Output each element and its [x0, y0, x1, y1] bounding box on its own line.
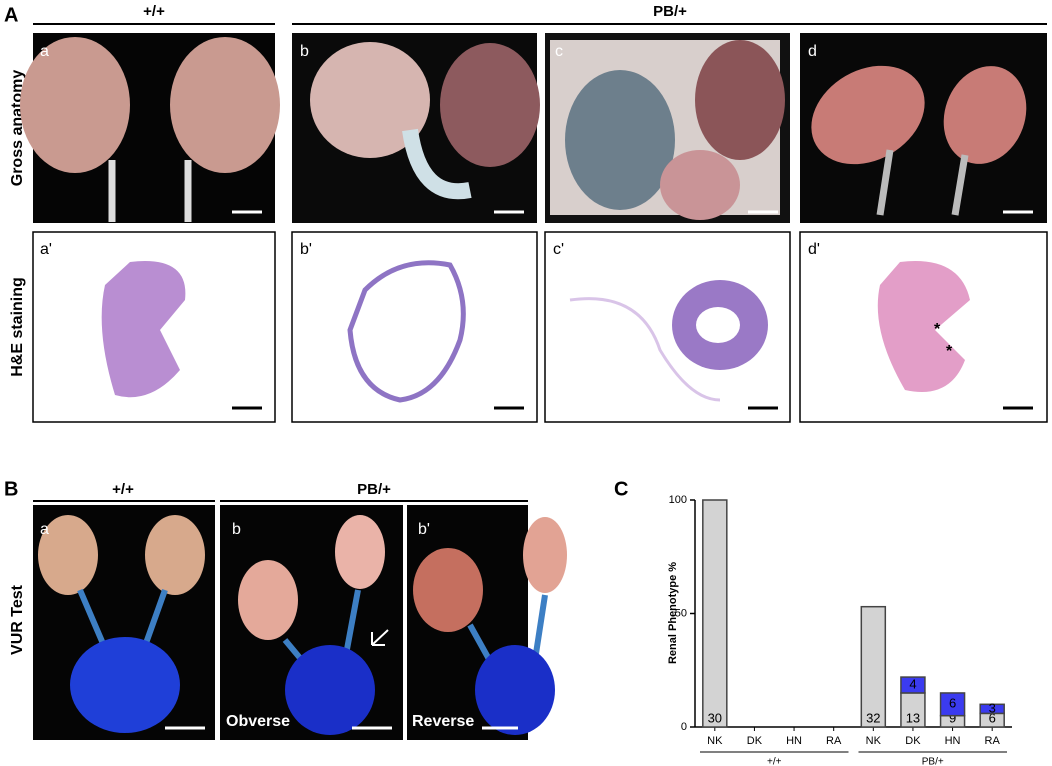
image-label: a [40, 43, 49, 60]
count-label: 4 [909, 676, 916, 691]
image-label: b [232, 521, 241, 538]
count-label: 13 [906, 710, 920, 725]
bar [702, 499, 728, 728]
row-label: H&E staining [9, 277, 26, 377]
panel-label: A [4, 4, 18, 26]
histology [32, 231, 1048, 423]
image-label: a' [40, 241, 52, 258]
group-label: +/+ [143, 3, 165, 20]
image-label: b [300, 43, 309, 60]
y-tick-label: 50 [675, 607, 687, 619]
photo [33, 505, 567, 740]
group-label: +/+ [767, 757, 782, 766]
y-tick-label: 100 [669, 494, 687, 506]
count-label: 6 [949, 696, 956, 711]
annotation: * [946, 343, 953, 360]
image-label: d [808, 43, 817, 60]
bar [900, 692, 926, 728]
group-label: PB/+ [922, 757, 944, 766]
x-tick-label: RA [826, 735, 842, 747]
image-label: b' [300, 241, 312, 258]
x-tick-label: DK [905, 735, 921, 747]
count-label: 6 [989, 710, 996, 725]
image-label: c' [553, 241, 564, 258]
image-label: b' [418, 521, 430, 538]
image-label: d' [808, 241, 820, 258]
count-label: 3 [989, 700, 996, 715]
bar [860, 605, 887, 728]
image-label: a [40, 521, 49, 538]
group-label: PB/+ [357, 481, 391, 498]
panel-label: B [4, 478, 18, 500]
count-label: 30 [708, 710, 722, 725]
count-label: 32 [866, 710, 880, 725]
x-tick-label: HN [786, 735, 802, 747]
bar [979, 703, 1005, 715]
x-tick-label: DK [747, 735, 763, 747]
panel-label: C [614, 478, 628, 500]
bar [939, 692, 966, 717]
x-tick-label: RA [985, 735, 1001, 747]
x-tick-label: NK [866, 735, 882, 747]
x-tick-label: HN [945, 735, 961, 747]
bar [900, 676, 926, 694]
annotation: * [934, 321, 941, 338]
y-tick-label: 0 [681, 721, 687, 733]
y-axis-label: Renal Phenotype % [667, 562, 679, 664]
caption: Reverse [412, 713, 474, 730]
image-label: c [555, 43, 563, 60]
group-label: PB/+ [653, 3, 687, 20]
count-label: 9 [949, 710, 956, 725]
x-tick-label: NK [707, 735, 723, 747]
group-label: +/+ [112, 481, 134, 498]
caption: Obverse [226, 713, 290, 730]
photo [20, 33, 1047, 223]
row-label: VUR Test [9, 584, 26, 655]
